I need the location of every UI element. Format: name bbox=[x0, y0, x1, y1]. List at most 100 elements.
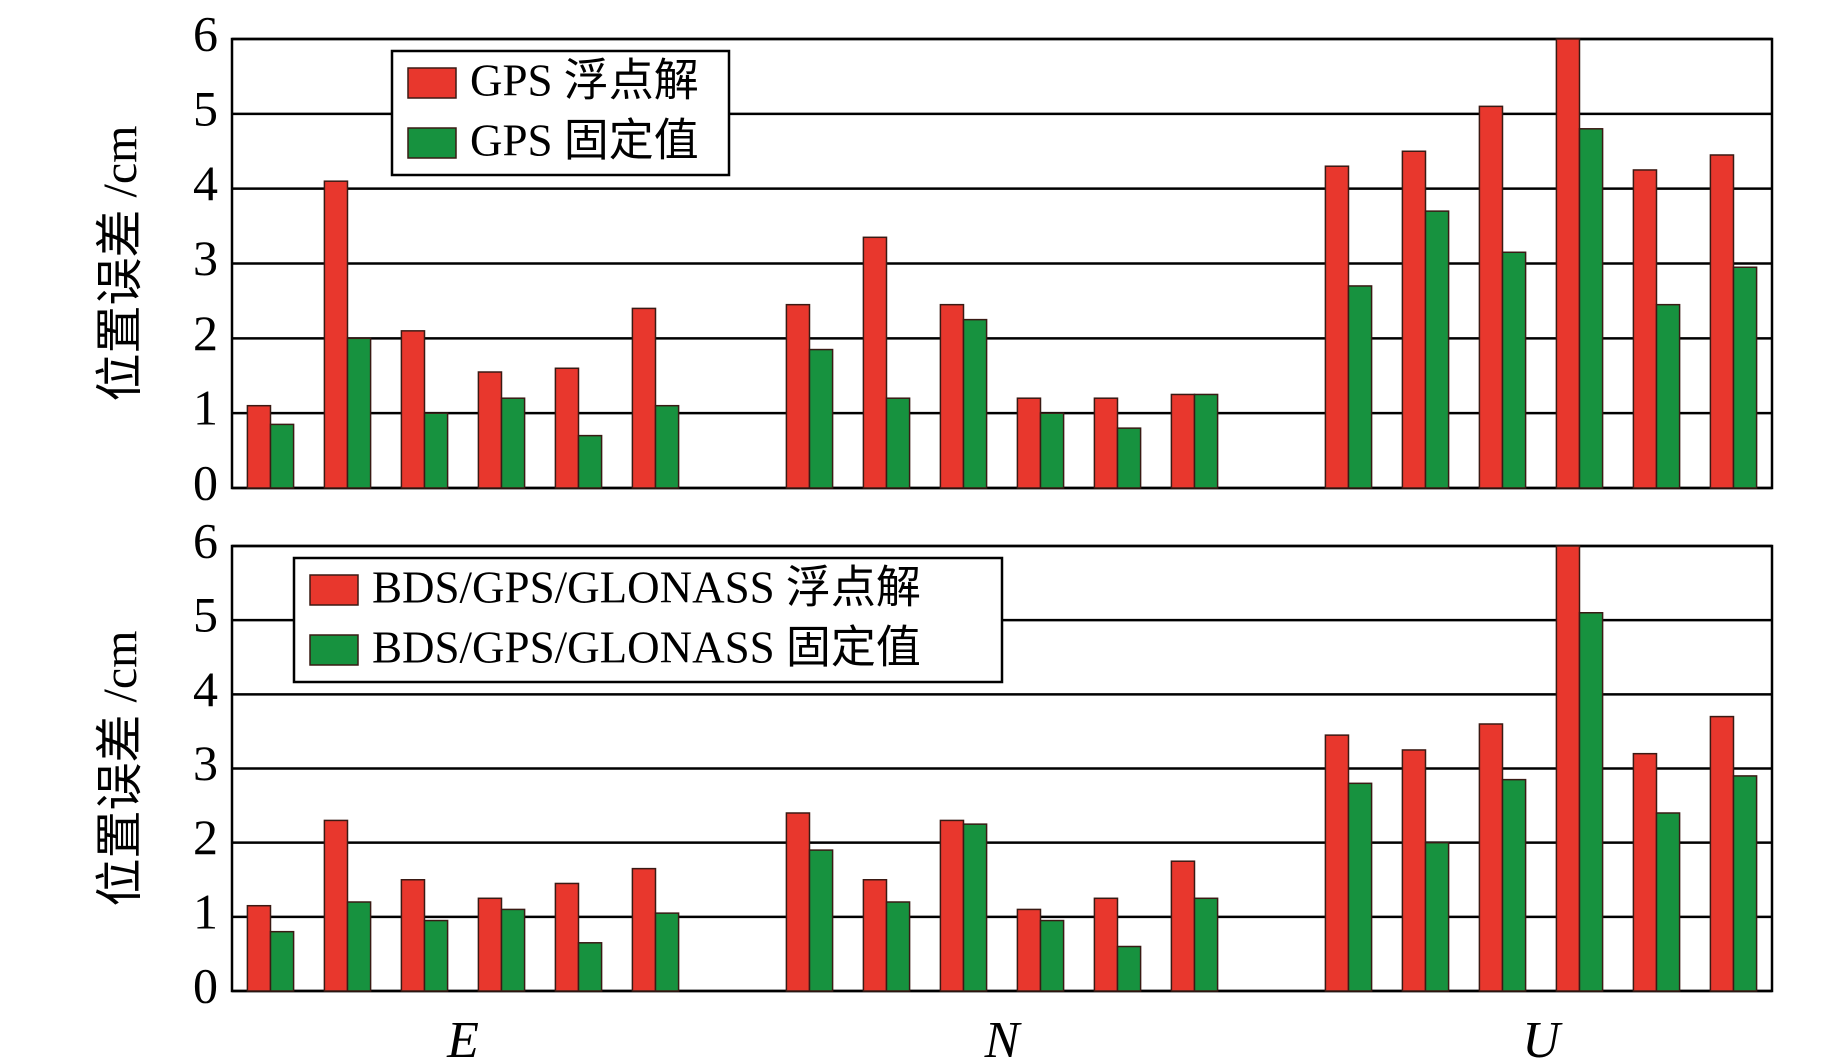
bar bbox=[1501, 251, 1527, 489]
bar bbox=[1016, 397, 1042, 489]
bar bbox=[1170, 393, 1196, 489]
bar bbox=[346, 337, 372, 489]
bar bbox=[939, 303, 965, 489]
bar bbox=[885, 397, 911, 489]
bar bbox=[477, 371, 503, 489]
bar bbox=[1709, 154, 1735, 489]
bar bbox=[631, 867, 657, 992]
x-tick-label: U bbox=[1522, 1012, 1563, 1063]
bar bbox=[654, 404, 680, 489]
y-tick-label: 3 bbox=[193, 735, 218, 791]
bar bbox=[1039, 412, 1065, 489]
bar bbox=[577, 942, 603, 992]
bar bbox=[423, 412, 449, 489]
bar bbox=[1478, 105, 1504, 489]
bar bbox=[1116, 427, 1142, 489]
bar bbox=[246, 904, 272, 992]
bar bbox=[1424, 841, 1450, 992]
bar bbox=[1655, 303, 1681, 489]
bar bbox=[1093, 397, 1119, 489]
y-tick-label: 0 bbox=[193, 454, 218, 510]
bar bbox=[1709, 715, 1735, 992]
bar bbox=[500, 397, 526, 489]
y-tick-label: 5 bbox=[193, 587, 218, 643]
legend-label: BDS/GPS/GLONASS 固定值 bbox=[372, 622, 921, 672]
bar bbox=[269, 423, 295, 489]
bar bbox=[1347, 782, 1373, 992]
bar bbox=[323, 180, 349, 489]
bar bbox=[1555, 545, 1581, 992]
bar bbox=[1424, 210, 1450, 489]
bar bbox=[554, 882, 580, 992]
bar bbox=[785, 812, 811, 992]
bar bbox=[400, 330, 426, 489]
legend-label: GPS 固定值 bbox=[470, 115, 699, 165]
bar bbox=[1632, 752, 1658, 992]
bar bbox=[1116, 945, 1142, 992]
bar bbox=[1039, 919, 1065, 992]
bar bbox=[1324, 734, 1350, 992]
bar bbox=[1324, 165, 1350, 489]
bar bbox=[423, 919, 449, 992]
y-tick-label: 1 bbox=[193, 883, 218, 939]
bar bbox=[1347, 285, 1373, 489]
y-tick-label: 4 bbox=[193, 661, 218, 717]
legend-label: GPS 浮点解 bbox=[470, 55, 699, 105]
y-tick-label: 2 bbox=[193, 305, 218, 361]
bar bbox=[1578, 128, 1604, 489]
bar bbox=[346, 901, 372, 992]
bar bbox=[631, 307, 657, 489]
bar bbox=[1016, 908, 1042, 992]
bar bbox=[500, 908, 526, 992]
bar bbox=[1401, 150, 1427, 489]
bar bbox=[1655, 812, 1681, 992]
y-tick-label: 6 bbox=[193, 5, 218, 61]
bar bbox=[862, 879, 888, 992]
bar bbox=[1578, 612, 1604, 992]
legend-swatch bbox=[407, 127, 457, 159]
bar bbox=[1732, 266, 1758, 489]
bar bbox=[400, 879, 426, 992]
y-tick-label: 2 bbox=[193, 809, 218, 865]
y-tick-label: 6 bbox=[193, 512, 218, 568]
bar bbox=[1732, 775, 1758, 992]
bar bbox=[1555, 38, 1581, 489]
bar bbox=[246, 404, 272, 489]
y-tick-label: 1 bbox=[193, 380, 218, 436]
bar bbox=[808, 849, 834, 992]
legend-swatch bbox=[309, 574, 359, 606]
bar bbox=[939, 819, 965, 992]
y-tick-label: 5 bbox=[193, 80, 218, 136]
legend-swatch bbox=[309, 634, 359, 666]
x-tick-label: N bbox=[984, 1012, 1023, 1063]
legend-box bbox=[292, 556, 1004, 684]
bar bbox=[1478, 723, 1504, 992]
bar bbox=[1170, 860, 1196, 992]
bar bbox=[862, 236, 888, 489]
bar bbox=[962, 823, 988, 992]
bar bbox=[885, 901, 911, 992]
y-tick-label: 4 bbox=[193, 155, 218, 211]
legend-swatch bbox=[407, 67, 457, 99]
bar bbox=[1501, 778, 1527, 992]
bar bbox=[1093, 897, 1119, 992]
bar bbox=[269, 930, 295, 992]
bar bbox=[554, 367, 580, 489]
bar bbox=[1193, 393, 1219, 489]
x-tick-label: E bbox=[446, 1012, 479, 1063]
bar bbox=[785, 303, 811, 489]
bar bbox=[477, 897, 503, 992]
y-tick-label: 0 bbox=[193, 957, 218, 1013]
bar bbox=[1632, 169, 1658, 489]
legend-label: BDS/GPS/GLONASS 浮点解 bbox=[372, 562, 921, 612]
bar bbox=[808, 348, 834, 489]
bar bbox=[577, 434, 603, 489]
bar bbox=[1401, 749, 1427, 992]
y-axis-label: 位置误差 /cm bbox=[94, 126, 147, 402]
bar bbox=[962, 318, 988, 489]
y-axis-label: 位置误差 /cm bbox=[94, 631, 147, 907]
y-tick-label: 3 bbox=[193, 230, 218, 286]
bar bbox=[654, 912, 680, 992]
